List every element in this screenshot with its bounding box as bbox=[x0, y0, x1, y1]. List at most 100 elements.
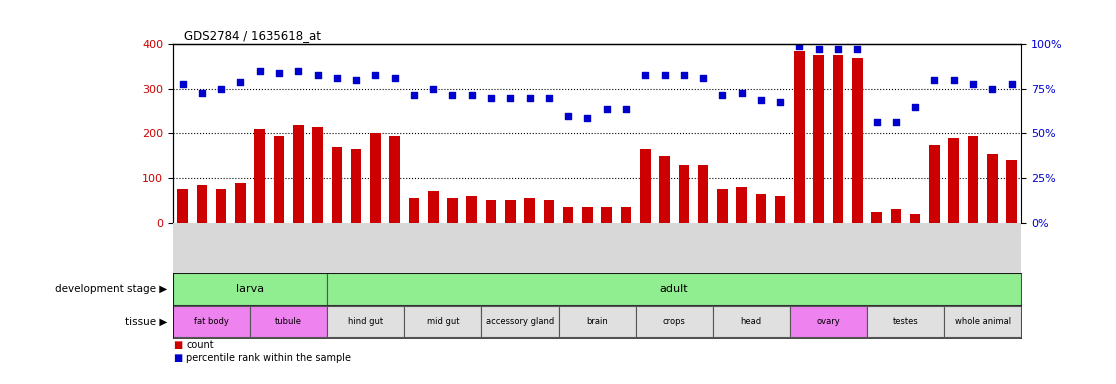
Point bbox=[733, 90, 751, 96]
Bar bbox=[949, 138, 959, 223]
Point bbox=[983, 86, 1001, 92]
Point bbox=[752, 97, 770, 103]
Bar bbox=[427, 192, 439, 223]
Bar bbox=[408, 198, 420, 223]
Bar bbox=[466, 196, 477, 223]
Bar bbox=[506, 200, 516, 223]
Bar bbox=[872, 212, 882, 223]
Bar bbox=[235, 182, 246, 223]
Bar bbox=[718, 189, 728, 223]
Point bbox=[694, 74, 712, 81]
Bar bbox=[814, 55, 824, 223]
Bar bbox=[852, 58, 863, 223]
Point bbox=[540, 94, 558, 101]
Bar bbox=[620, 207, 632, 223]
Text: tubule: tubule bbox=[276, 317, 302, 326]
Point bbox=[193, 90, 211, 96]
Text: ■: ■ bbox=[173, 353, 182, 363]
Point bbox=[964, 81, 982, 88]
Text: larva: larva bbox=[235, 284, 264, 294]
Point bbox=[328, 74, 346, 81]
Bar bbox=[737, 187, 747, 223]
Bar bbox=[327, 306, 404, 337]
Bar bbox=[639, 149, 651, 223]
Point bbox=[578, 115, 596, 121]
Bar bbox=[215, 189, 227, 223]
Bar bbox=[485, 200, 497, 223]
Bar bbox=[173, 273, 327, 305]
Bar bbox=[350, 149, 362, 223]
Point bbox=[848, 46, 866, 52]
Bar bbox=[602, 207, 612, 223]
Bar bbox=[636, 306, 713, 337]
Text: tissue ▶: tissue ▶ bbox=[125, 316, 167, 327]
Bar bbox=[987, 154, 998, 223]
Bar bbox=[944, 306, 1021, 337]
Point bbox=[405, 93, 423, 99]
Point bbox=[366, 72, 384, 78]
Point bbox=[424, 86, 442, 92]
Bar bbox=[196, 185, 208, 223]
Point bbox=[790, 43, 808, 50]
Text: adult: adult bbox=[660, 284, 689, 294]
Bar bbox=[790, 306, 867, 337]
Point bbox=[309, 72, 327, 78]
Point bbox=[887, 119, 905, 125]
Bar bbox=[254, 129, 264, 223]
Point bbox=[771, 99, 789, 105]
Bar bbox=[481, 306, 558, 337]
Bar bbox=[294, 124, 304, 223]
Point bbox=[521, 94, 539, 101]
Bar bbox=[312, 127, 323, 223]
Bar bbox=[968, 136, 979, 223]
Bar bbox=[562, 207, 574, 223]
Bar bbox=[558, 306, 636, 337]
Bar bbox=[327, 273, 1021, 305]
Point bbox=[655, 72, 673, 78]
Bar bbox=[331, 147, 343, 223]
Point bbox=[906, 104, 924, 110]
Bar bbox=[448, 198, 458, 223]
Bar bbox=[660, 156, 670, 223]
Bar bbox=[525, 198, 535, 223]
Bar bbox=[1007, 160, 1017, 223]
Text: accessory gland: accessory gland bbox=[485, 317, 554, 326]
Bar bbox=[756, 194, 767, 223]
Bar bbox=[775, 196, 786, 223]
Bar bbox=[543, 200, 555, 223]
Point bbox=[945, 77, 963, 83]
Text: count: count bbox=[186, 339, 214, 350]
Point bbox=[829, 46, 847, 52]
Point bbox=[501, 94, 519, 101]
Point bbox=[867, 119, 885, 125]
Bar bbox=[389, 136, 400, 223]
Point bbox=[1002, 81, 1020, 88]
Point bbox=[675, 72, 693, 78]
Bar bbox=[177, 189, 187, 223]
Bar bbox=[930, 145, 940, 223]
Text: testes: testes bbox=[893, 317, 918, 326]
Point bbox=[636, 72, 654, 78]
Point bbox=[386, 74, 404, 81]
Text: ■: ■ bbox=[173, 339, 182, 350]
Point bbox=[174, 81, 192, 88]
Bar bbox=[371, 133, 381, 223]
Bar bbox=[713, 306, 790, 337]
Text: hind gut: hind gut bbox=[348, 317, 383, 326]
Text: percentile rank within the sample: percentile rank within the sample bbox=[186, 353, 352, 363]
Bar bbox=[867, 306, 944, 337]
Bar bbox=[698, 165, 709, 223]
Bar bbox=[173, 306, 250, 337]
Text: GDS2784 / 1635618_at: GDS2784 / 1635618_at bbox=[184, 29, 321, 42]
Point bbox=[251, 68, 269, 74]
Point bbox=[482, 94, 500, 101]
Point bbox=[559, 113, 577, 119]
Bar bbox=[250, 306, 327, 337]
Point bbox=[925, 77, 943, 83]
Point bbox=[231, 79, 249, 85]
Text: head: head bbox=[741, 317, 762, 326]
Bar bbox=[833, 55, 844, 223]
Point bbox=[347, 77, 365, 83]
Point bbox=[443, 93, 461, 99]
Bar bbox=[583, 207, 593, 223]
